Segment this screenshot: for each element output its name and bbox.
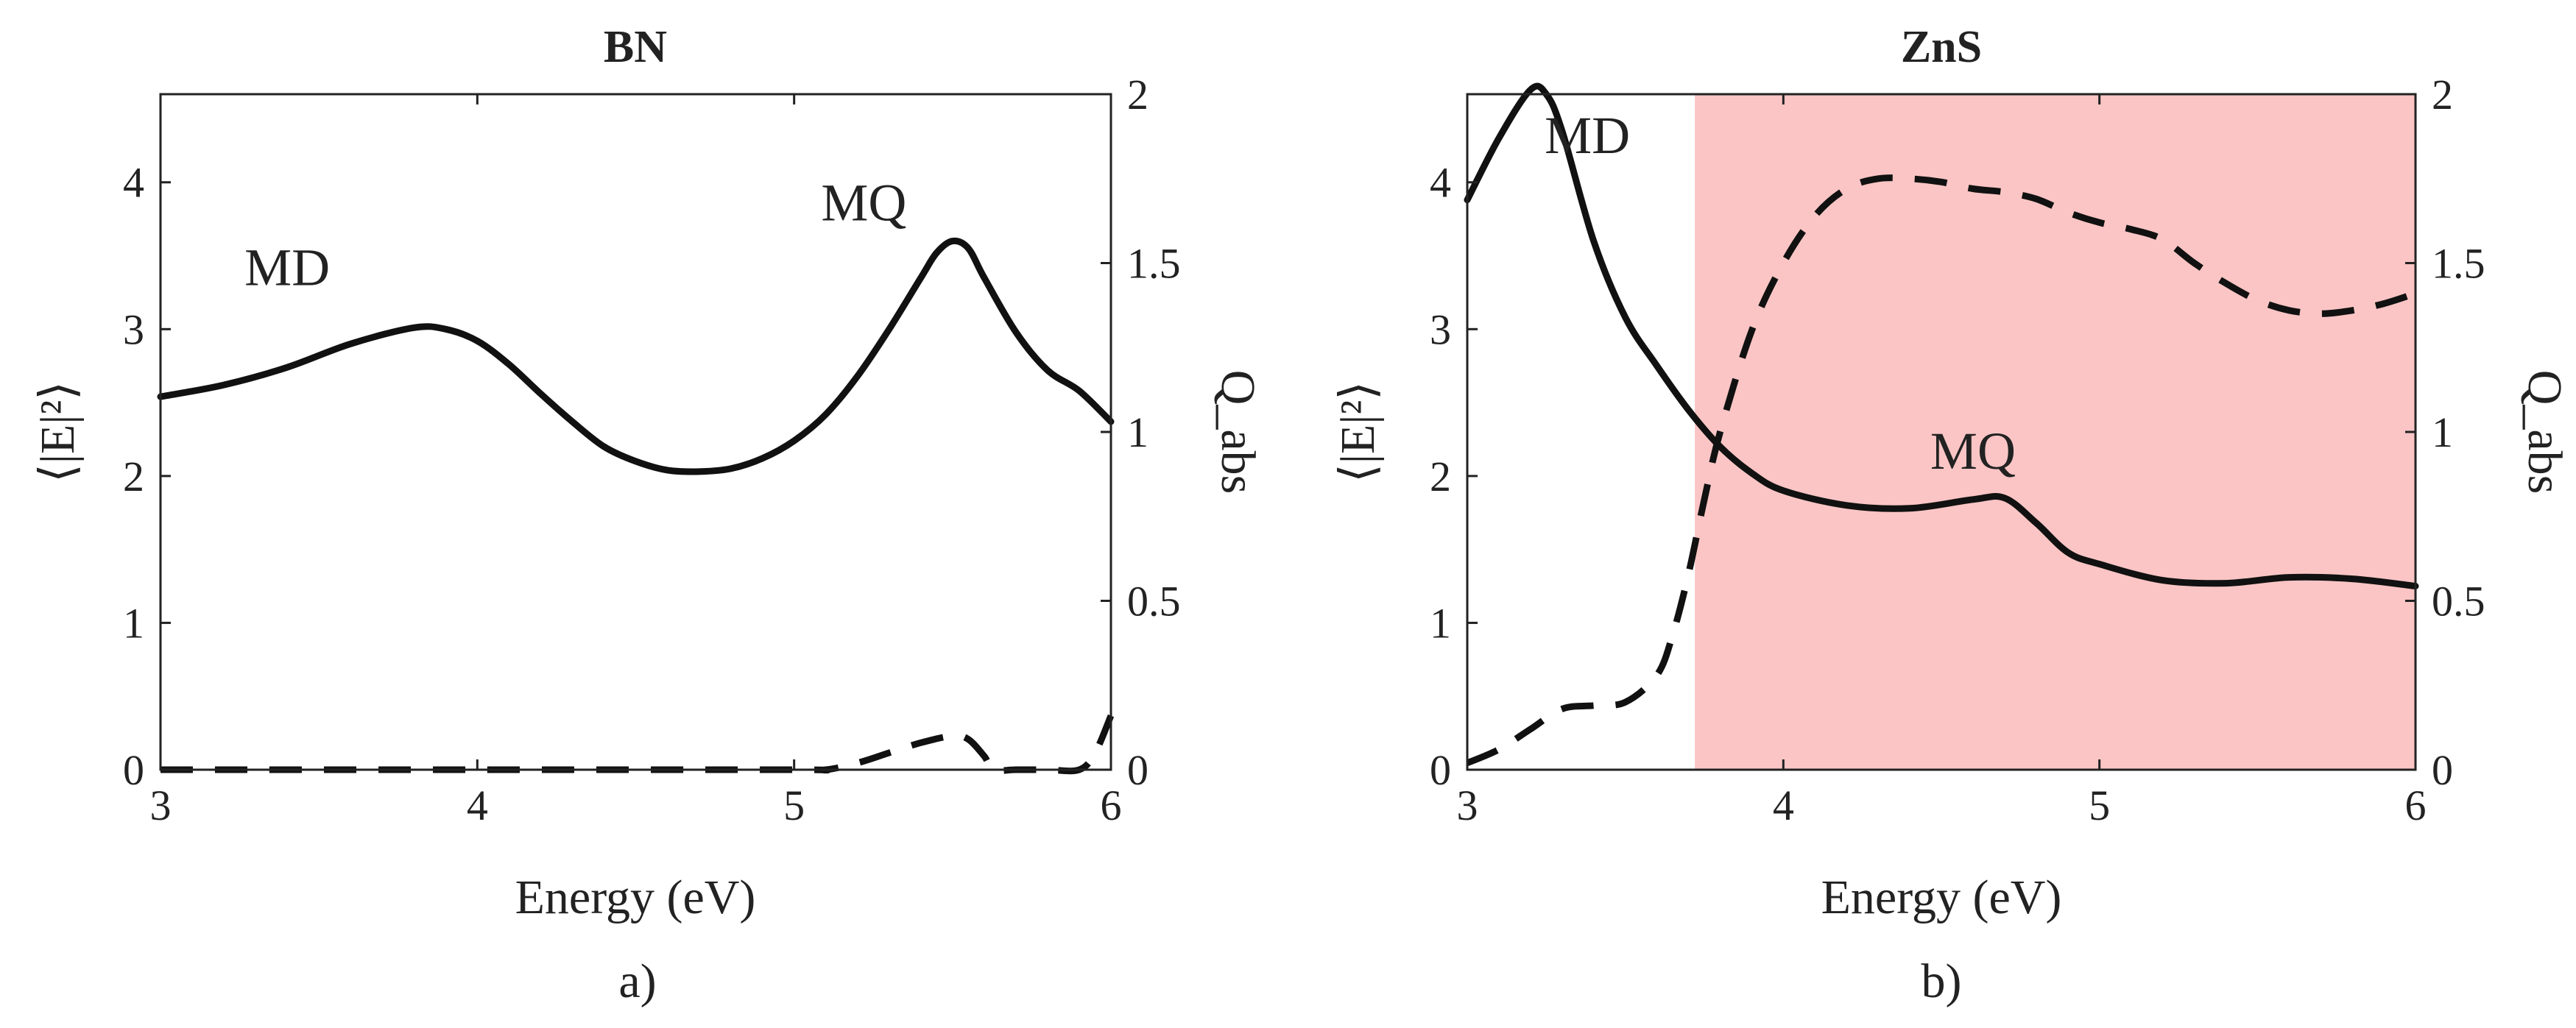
annotation-mq: MQ [821, 174, 906, 233]
y-tick-label-right: 0 [2432, 746, 2453, 794]
series-line-q-abs-zns [1466, 174, 2417, 766]
y-tick-label-left: 2 [123, 453, 144, 500]
x-tick-label: 5 [2089, 781, 2110, 829]
x-tick-label: 6 [1101, 781, 1122, 829]
annotation-md: MD [244, 238, 330, 297]
y-tick-label-right: 1 [2432, 408, 2453, 456]
x-tick-label: 4 [467, 781, 488, 829]
annotation-layer-zns: MD MQ [1545, 106, 2016, 481]
y-tick-label-left: 1 [123, 599, 144, 647]
x-tick-label: 6 [2405, 781, 2427, 829]
x-tick-label: 3 [1457, 781, 1478, 829]
y-tick-label-right: 0 [1127, 746, 1148, 794]
y-tick-label-left: 1 [1430, 599, 1451, 647]
y-tick-label-left: 0 [123, 746, 144, 794]
x-tick-label: 5 [783, 781, 805, 829]
panel-caption-b: b) [1922, 954, 1962, 1008]
series-line-field-enhancement-bn [157, 237, 1115, 475]
y-tick-label-right: 2 [2432, 71, 2453, 118]
highlight-layer-zns [1695, 94, 2416, 770]
y-tick-label-left: 4 [1430, 159, 1451, 207]
series-line-q-abs-bn [160, 714, 1115, 775]
y-tick-label-right: 1.5 [1127, 240, 1181, 288]
annotation-md: MD [1545, 106, 1630, 165]
y-tick-label-right: 2 [1127, 71, 1148, 118]
y-tick-label-right: 0.5 [1127, 578, 1181, 625]
axes-frame-bn [159, 93, 1112, 771]
y-axis-label-right-zns: Q_abs [2518, 370, 2572, 494]
annotation-layer-bn: MD MQ [244, 174, 906, 297]
series-layer-bn [157, 237, 1115, 775]
chart-title-zns: ZnS [1901, 22, 1982, 72]
y-tick-label-right: 1.5 [2432, 240, 2485, 288]
annotation-mq: MQ [1930, 422, 2016, 481]
panel-caption-a: a) [618, 954, 656, 1008]
x-axis-label-zns: Energy (eV) [1821, 871, 2062, 924]
y-tick-label-left: 4 [123, 159, 144, 207]
y-axis-label-left-zns: ⟨|E|²⟩ [1331, 381, 1385, 483]
series-line-field-enhancement-zns [1464, 82, 2419, 589]
y-axis-label-left-bn: ⟨|E|²⟩ [31, 381, 85, 483]
x-tick-label: 4 [1773, 781, 1794, 829]
x-tick-label: 3 [150, 781, 172, 829]
y-tick-label-left: 3 [1430, 305, 1451, 353]
y-tick-label-left: 0 [1430, 746, 1451, 794]
y-tick-label-left: 3 [123, 305, 144, 353]
y-tick-label-left: 2 [1430, 453, 1451, 500]
y-tick-label-right: 1 [1127, 408, 1148, 456]
chart-title-bn: BN [604, 22, 667, 72]
y-tick-label-right: 0.5 [2432, 578, 2485, 625]
series-layer-zns [1464, 82, 2419, 766]
highlight-band-zns [1695, 94, 2416, 770]
y-axis-label-right-bn: Q_abs [1211, 370, 1265, 494]
x-axis-label-bn: Energy (eV) [515, 871, 756, 924]
